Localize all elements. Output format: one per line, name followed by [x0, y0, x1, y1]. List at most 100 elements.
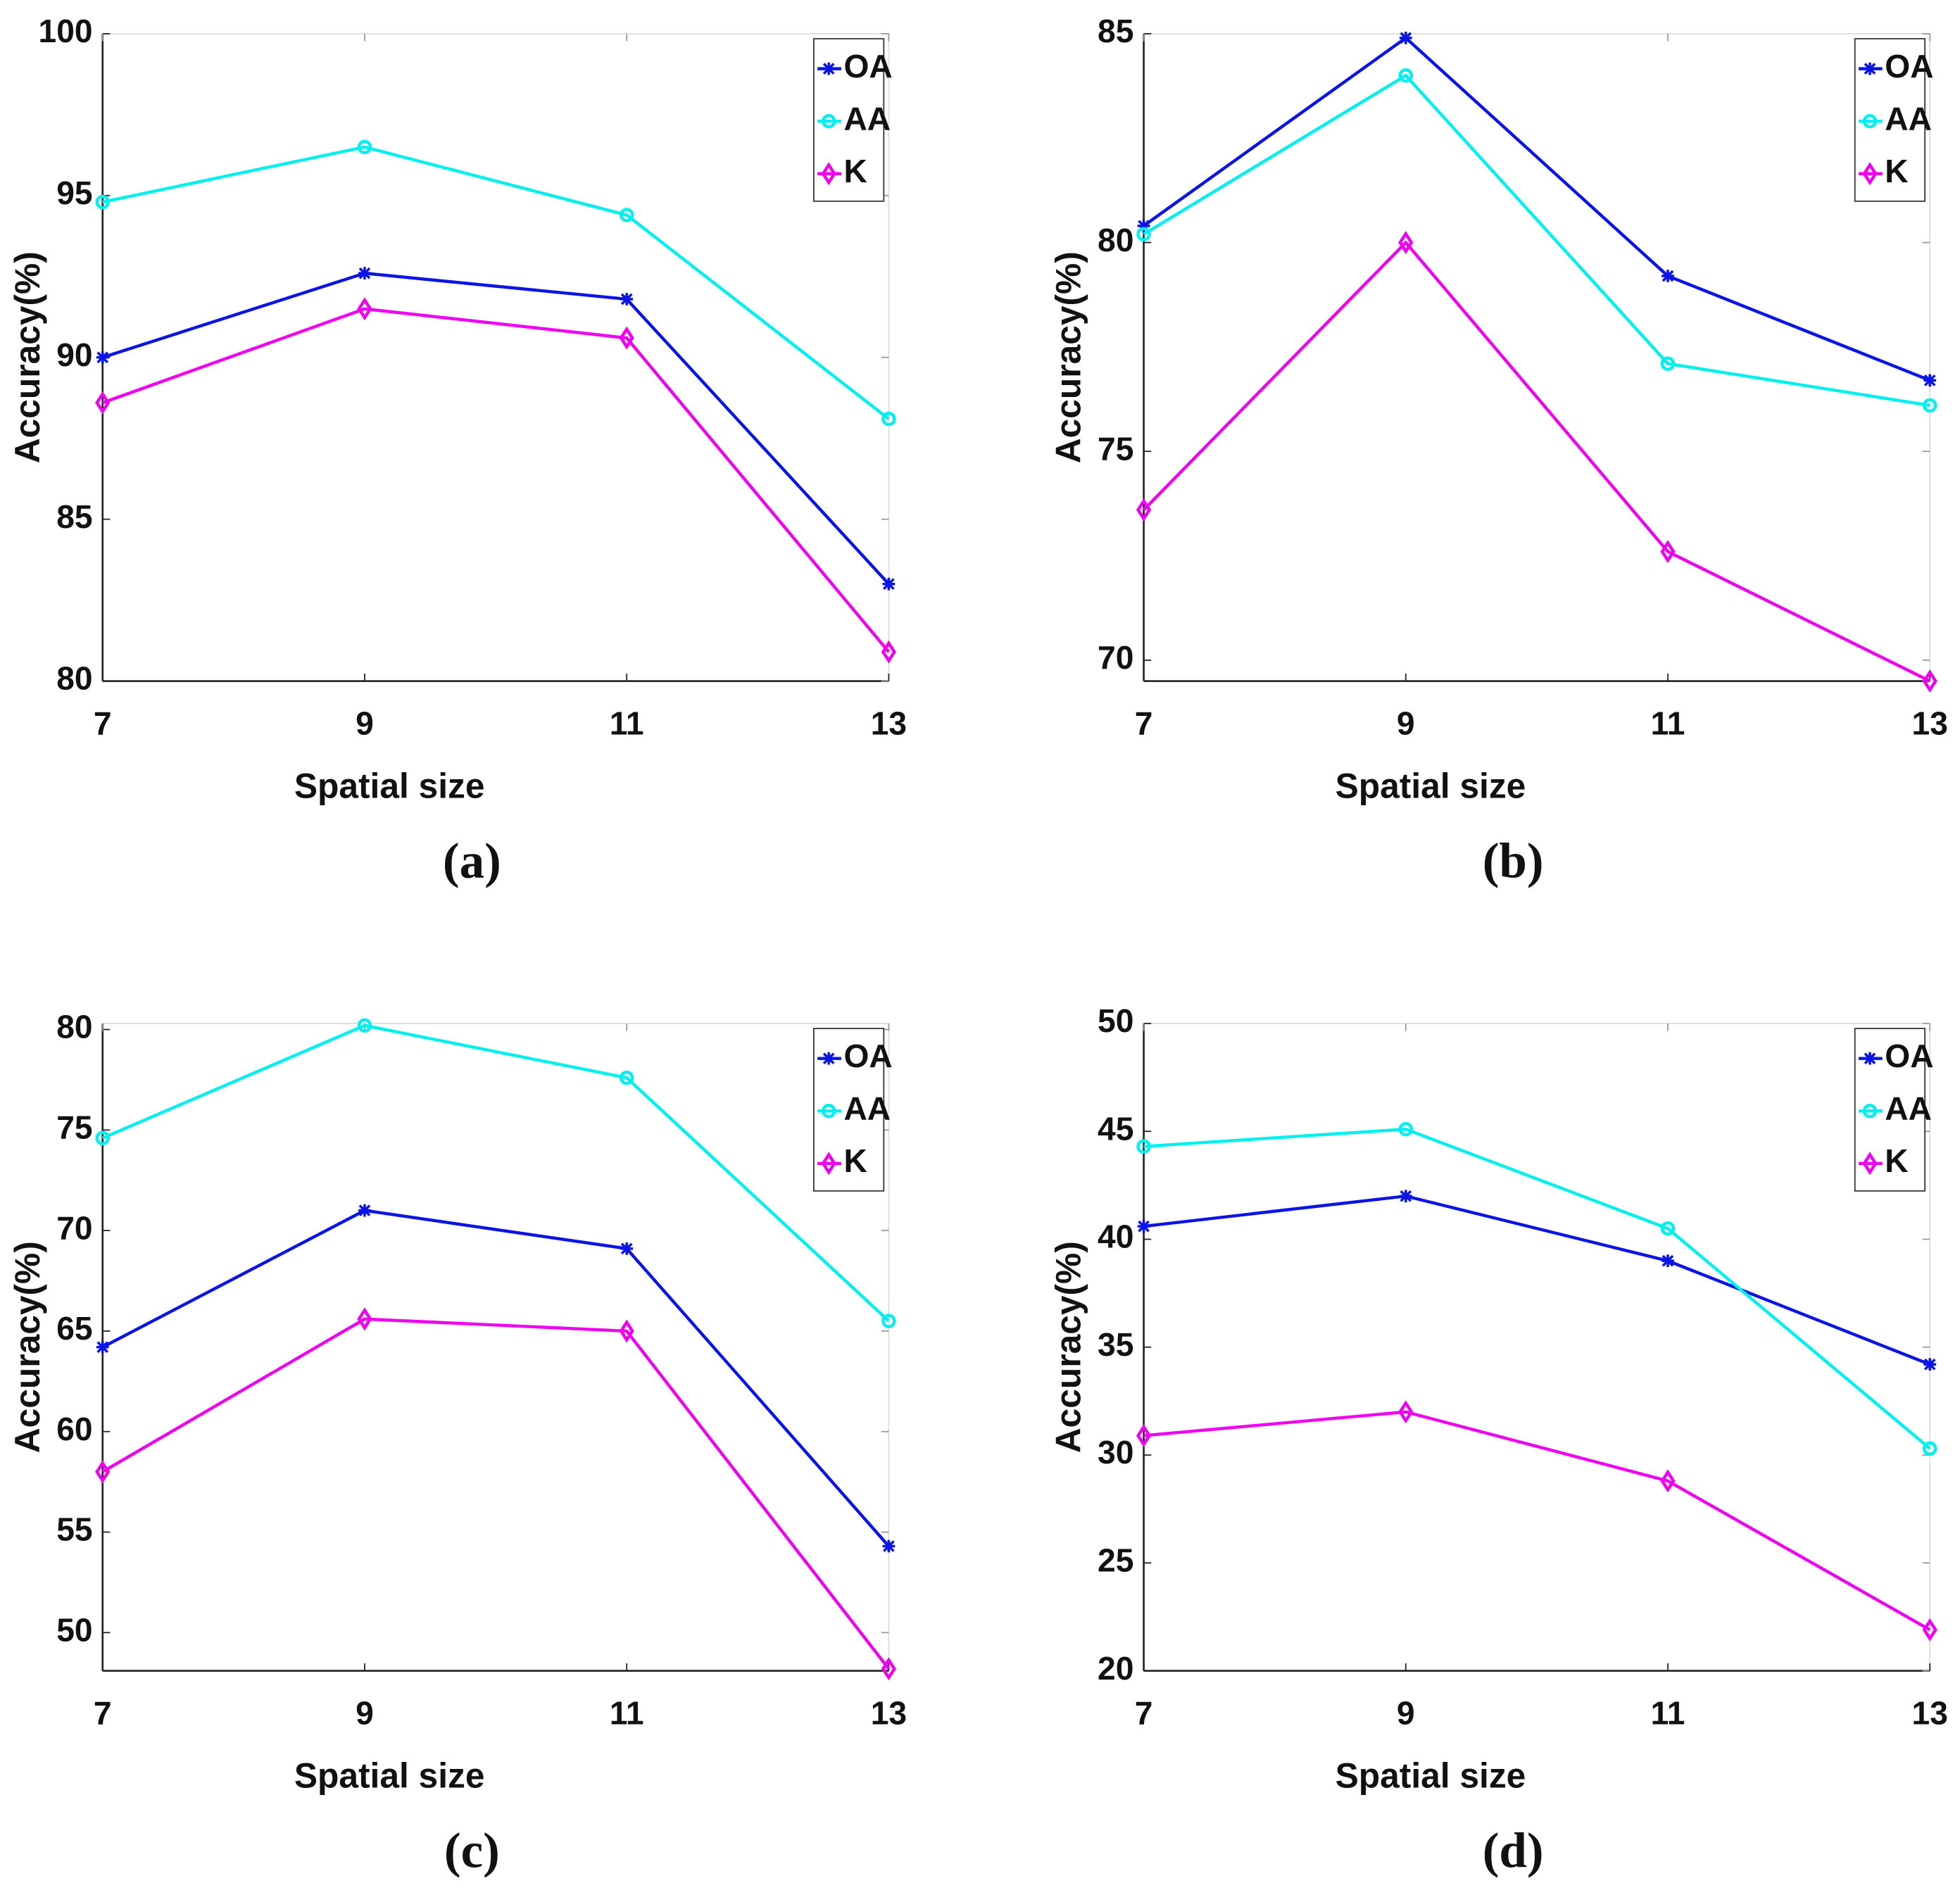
y-tick-label: 40 — [1098, 1218, 1133, 1255]
data-point — [1399, 1190, 1412, 1203]
data-point — [1923, 374, 1937, 387]
data-point — [95, 1131, 110, 1145]
data-point — [1399, 31, 1412, 44]
x-axis-label: Spatial size — [1336, 1756, 1526, 1795]
data-point — [619, 208, 634, 222]
data-point — [1136, 1423, 1152, 1447]
data-point — [95, 194, 110, 210]
y-tick-label: 80 — [56, 660, 92, 697]
legend-label: K — [1885, 1142, 1908, 1179]
data-point — [882, 577, 896, 591]
data-point — [358, 267, 371, 280]
series-line — [1143, 1194, 1931, 1366]
y-tick-label: 35 — [1098, 1326, 1133, 1363]
legend-marker — [1864, 1052, 1876, 1065]
series-line — [102, 271, 891, 586]
series-line — [1143, 1127, 1931, 1450]
x-tick-label: 13 — [871, 705, 907, 742]
legend-marker — [821, 1152, 836, 1176]
legend-label: K — [843, 1142, 867, 1179]
plot-frame — [101, 33, 890, 682]
data-point — [1922, 1618, 1937, 1642]
legend-label: AA — [1885, 1090, 1932, 1126]
x-tick-label: 9 — [1397, 705, 1415, 742]
data-point — [1660, 1221, 1676, 1236]
data-point — [357, 1018, 372, 1033]
data-point — [882, 1539, 896, 1553]
x-axis-label: Spatial size — [294, 766, 485, 805]
legend-label: AA — [843, 1090, 891, 1126]
y-tick-label: 20 — [1098, 1650, 1133, 1687]
data-point — [1136, 227, 1151, 241]
y-tick-label: 65 — [56, 1310, 92, 1347]
x-tick-label: 7 — [1135, 705, 1153, 742]
plot-frame — [101, 1023, 890, 1672]
x-tick-label: 7 — [94, 1695, 112, 1732]
y-tick-label: 45 — [1098, 1110, 1133, 1147]
x-tick-label: 7 — [94, 705, 112, 742]
x-tick-label: 13 — [1912, 1695, 1948, 1732]
data-point — [1137, 219, 1150, 232]
caption: (b) — [1483, 834, 1544, 889]
y-axis-label: Accuracy(%) — [1049, 1241, 1088, 1453]
x-tick-label: 9 — [1397, 1695, 1415, 1732]
legend-marker — [822, 62, 836, 75]
legend-label: OA — [843, 1038, 892, 1074]
y-tick-label: 80 — [56, 1009, 92, 1045]
legend-label: OA — [1885, 1038, 1933, 1074]
y-axis-label: Accuracy(%) — [8, 1241, 47, 1453]
data-point — [1923, 1358, 1937, 1371]
data-point — [1660, 356, 1676, 371]
data-point — [96, 1340, 109, 1354]
y-tick-label: 95 — [56, 175, 92, 211]
series-line — [1142, 240, 1931, 683]
data-point — [1136, 1139, 1151, 1154]
data-point — [620, 293, 634, 306]
y-tick-label: 70 — [56, 1209, 92, 1246]
legend-marker — [1862, 162, 1878, 186]
data-point — [95, 391, 111, 415]
x-tick-label: 11 — [1651, 1695, 1685, 1732]
data-point — [1398, 1121, 1413, 1137]
legend-label: AA — [843, 100, 891, 137]
series-line — [101, 1317, 891, 1670]
series-line — [1143, 36, 1931, 382]
caption: (c) — [444, 1824, 500, 1879]
plot-frame — [1143, 33, 1931, 682]
data-point — [619, 1319, 634, 1343]
data-point — [95, 1460, 111, 1484]
series-line — [1143, 73, 1930, 408]
y-tick-label: 75 — [1098, 430, 1133, 467]
data-point — [96, 351, 109, 364]
data-point — [881, 640, 897, 664]
legend-marker — [1862, 113, 1878, 129]
x-tick-label: 13 — [871, 1695, 907, 1732]
caption: (d) — [1483, 1824, 1544, 1879]
series-line — [101, 1209, 891, 1547]
data-point — [1923, 1441, 1937, 1456]
y-tick-label: 55 — [56, 1511, 92, 1548]
data-point — [881, 1314, 896, 1328]
x-axis-label: Spatial size — [1336, 766, 1526, 805]
legend-marker — [1862, 1104, 1878, 1119]
x-tick-label: 11 — [610, 1695, 644, 1732]
y-tick-label: 100 — [39, 13, 93, 49]
legend-marker — [1862, 1152, 1878, 1176]
y-tick-label: 85 — [56, 498, 92, 535]
y-tick-label: 70 — [1098, 639, 1133, 676]
data-point — [1398, 231, 1414, 255]
data-point — [1660, 1469, 1676, 1493]
y-tick-label: 25 — [1098, 1542, 1133, 1578]
series-line — [102, 145, 890, 420]
data-point — [1661, 1254, 1674, 1268]
data-point — [1661, 270, 1674, 282]
y-axis-label: Accuracy(%) — [8, 251, 47, 463]
series-line — [101, 307, 891, 653]
y-tick-label: 30 — [1098, 1434, 1133, 1470]
series-line — [1143, 1410, 1931, 1632]
caption: (a) — [443, 834, 501, 889]
data-point — [881, 1657, 897, 1681]
legend-label: AA — [1885, 100, 1932, 137]
data-point — [619, 326, 634, 350]
